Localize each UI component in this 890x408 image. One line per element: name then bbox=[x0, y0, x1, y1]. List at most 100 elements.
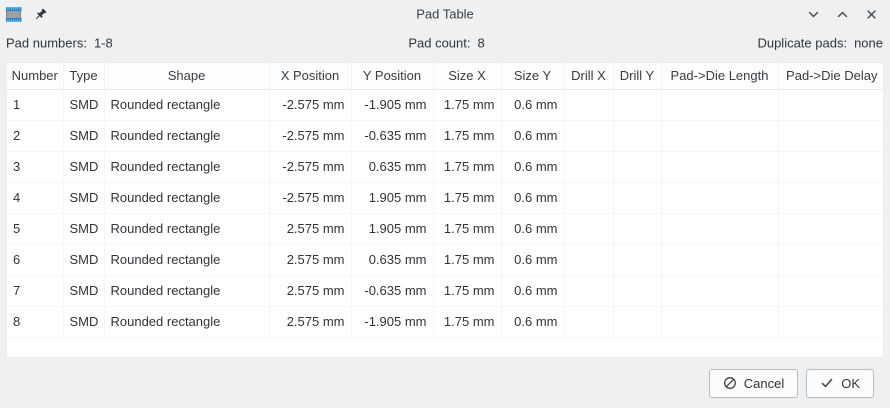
table-cell[interactable]: 8 bbox=[7, 306, 64, 338]
table-cell[interactable]: -1.905 mm bbox=[351, 306, 434, 338]
table-cell[interactable]: 1.75 mm bbox=[433, 244, 502, 276]
table-cell[interactable]: 1.75 mm bbox=[433, 120, 502, 152]
titlebar[interactable]: Pad Table bbox=[0, 0, 890, 28]
table-cell[interactable] bbox=[613, 306, 662, 338]
table-cell[interactable]: 5 bbox=[7, 213, 64, 245]
table-cell[interactable]: 7 bbox=[7, 275, 64, 307]
table-cell[interactable]: SMD bbox=[63, 275, 105, 307]
table-cell[interactable] bbox=[778, 151, 883, 183]
table-cell[interactable]: 1.75 mm bbox=[433, 275, 502, 307]
table-cell[interactable]: 2.575 mm bbox=[269, 244, 352, 276]
table-cell[interactable] bbox=[613, 244, 662, 276]
table-cell[interactable]: -0.635 mm bbox=[351, 275, 434, 307]
table-cell[interactable]: -0.635 mm bbox=[351, 120, 434, 152]
table-cell[interactable]: 2 bbox=[7, 120, 64, 152]
table-cell[interactable]: Rounded rectangle bbox=[104, 306, 270, 338]
table-cell[interactable] bbox=[564, 306, 614, 338]
table-cell[interactable]: SMD bbox=[63, 151, 105, 183]
table-cell[interactable] bbox=[778, 213, 883, 245]
table-cell[interactable]: 2.575 mm bbox=[269, 275, 352, 307]
table-cell[interactable]: SMD bbox=[63, 182, 105, 214]
column-header[interactable]: Drill X bbox=[564, 63, 614, 90]
table-cell[interactable] bbox=[564, 151, 614, 183]
table-cell[interactable] bbox=[661, 213, 779, 245]
table-cell[interactable] bbox=[778, 182, 883, 214]
table-cell[interactable] bbox=[564, 89, 614, 121]
table-cell[interactable] bbox=[613, 151, 662, 183]
table-cell[interactable]: 0.635 mm bbox=[351, 244, 434, 276]
table-cell[interactable]: Rounded rectangle bbox=[104, 275, 270, 307]
table-cell[interactable]: 1.75 mm bbox=[433, 151, 502, 183]
table-cell[interactable]: SMD bbox=[63, 89, 105, 121]
table-cell[interactable]: SMD bbox=[63, 244, 105, 276]
table-cell[interactable]: 0.6 mm bbox=[501, 275, 565, 307]
table-cell[interactable] bbox=[778, 89, 883, 121]
table-cell[interactable]: 2.575 mm bbox=[269, 306, 352, 338]
table-cell[interactable]: 0.6 mm bbox=[501, 182, 565, 214]
table-cell[interactable]: -2.575 mm bbox=[269, 89, 352, 121]
table-cell[interactable] bbox=[778, 244, 883, 276]
table-cell[interactable]: -2.575 mm bbox=[269, 151, 352, 183]
table-cell[interactable] bbox=[613, 275, 662, 307]
table-cell[interactable] bbox=[661, 306, 779, 338]
table-cell[interactable] bbox=[661, 275, 779, 307]
table-cell[interactable] bbox=[564, 182, 614, 214]
table-cell[interactable]: SMD bbox=[63, 213, 105, 245]
column-header[interactable]: Drill Y bbox=[613, 63, 662, 90]
table-cell[interactable]: 3 bbox=[7, 151, 64, 183]
table-cell[interactable] bbox=[778, 120, 883, 152]
table-cell[interactable]: 1.75 mm bbox=[433, 213, 502, 245]
table-cell[interactable]: 1.75 mm bbox=[433, 182, 502, 214]
table-cell[interactable]: Rounded rectangle bbox=[104, 244, 270, 276]
cancel-button[interactable]: Cancel bbox=[708, 368, 799, 398]
column-header[interactable]: Shape bbox=[104, 63, 270, 90]
table-cell[interactable]: 0.6 mm bbox=[501, 244, 565, 276]
table-cell[interactable]: Rounded rectangle bbox=[104, 182, 270, 214]
table-cell[interactable]: -2.575 mm bbox=[269, 120, 352, 152]
table-cell[interactable]: 0.6 mm bbox=[501, 306, 565, 338]
table-cell[interactable] bbox=[661, 120, 779, 152]
column-header[interactable]: Y Position bbox=[351, 63, 434, 90]
table-cell[interactable]: 4 bbox=[7, 182, 64, 214]
table-cell[interactable] bbox=[661, 89, 779, 121]
column-header[interactable]: X Position bbox=[269, 63, 352, 90]
table-cell[interactable]: Rounded rectangle bbox=[104, 120, 270, 152]
table-cell[interactable]: 0.6 mm bbox=[501, 213, 565, 245]
table-cell[interactable]: Rounded rectangle bbox=[104, 89, 270, 121]
table-cell[interactable] bbox=[613, 89, 662, 121]
pin-icon[interactable] bbox=[32, 6, 49, 23]
table-cell[interactable] bbox=[661, 244, 779, 276]
close-icon[interactable] bbox=[863, 6, 879, 22]
table-cell[interactable]: SMD bbox=[63, 120, 105, 152]
table-cell[interactable]: 2.575 mm bbox=[269, 213, 352, 245]
pad-table-container[interactable]: Number Type Shape X Position Y Position Size … bbox=[6, 62, 884, 358]
table-cell[interactable] bbox=[564, 120, 614, 152]
table-cell[interactable]: Rounded rectangle bbox=[104, 213, 270, 245]
table-cell[interactable] bbox=[564, 275, 614, 307]
table-cell[interactable]: 1.905 mm bbox=[351, 213, 434, 245]
table-cell[interactable]: 0.635 mm bbox=[351, 151, 434, 183]
table-cell[interactable]: -1.905 mm bbox=[351, 89, 434, 121]
ok-button[interactable]: OK bbox=[806, 368, 874, 398]
table-cell[interactable]: 6 bbox=[7, 244, 64, 276]
table-cell[interactable] bbox=[778, 275, 883, 307]
table-cell[interactable] bbox=[613, 182, 662, 214]
table-cell[interactable]: 0.6 mm bbox=[501, 120, 565, 152]
column-header[interactable]: Size X bbox=[433, 63, 502, 90]
table-cell[interactable] bbox=[564, 213, 614, 245]
table-cell[interactable]: -2.575 mm bbox=[269, 182, 352, 214]
table-cell[interactable] bbox=[613, 120, 662, 152]
table-cell[interactable]: 0.6 mm bbox=[501, 89, 565, 121]
table-cell[interactable] bbox=[564, 244, 614, 276]
table-cell[interactable] bbox=[661, 182, 779, 214]
table-cell[interactable]: 1.75 mm bbox=[433, 306, 502, 338]
column-header[interactable]: Pad->Die Delay bbox=[778, 63, 883, 90]
table-cell[interactable] bbox=[613, 213, 662, 245]
column-header[interactable]: Size Y bbox=[501, 63, 565, 90]
table-cell[interactable]: 1 bbox=[7, 89, 64, 121]
column-header[interactable]: Pad->Die Length bbox=[661, 63, 779, 90]
column-header[interactable]: Type bbox=[63, 63, 105, 90]
table-cell[interactable] bbox=[661, 151, 779, 183]
chevron-down-icon[interactable] bbox=[805, 6, 821, 22]
chevron-up-icon[interactable] bbox=[834, 6, 850, 22]
